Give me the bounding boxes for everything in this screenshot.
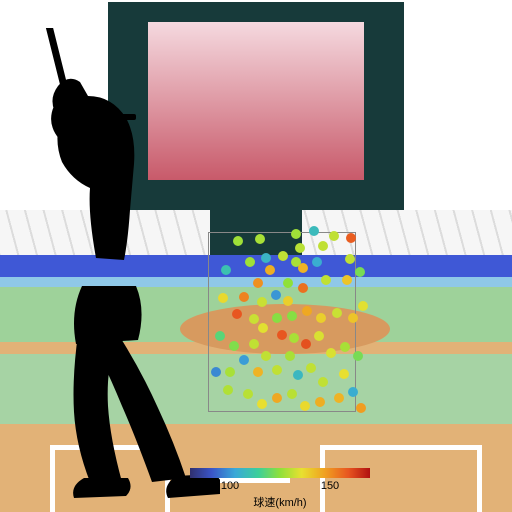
pitch-marker: [340, 342, 350, 352]
pitch-marker: [287, 389, 297, 399]
pitch-marker: [298, 263, 308, 273]
pitch-marker: [245, 257, 255, 267]
pitch-marker: [239, 355, 249, 365]
pitch-marker: [321, 275, 331, 285]
pitch-marker: [309, 226, 319, 236]
colorbar-tick: 150: [321, 480, 339, 492]
colorbar-tick: 100: [221, 480, 239, 492]
pitch-marker: [302, 306, 312, 316]
pitch-marker: [287, 311, 297, 321]
pitch-marker: [356, 403, 366, 413]
pitch-marker: [300, 401, 310, 411]
pitch-marker: [249, 339, 259, 349]
pitch-marker: [257, 399, 267, 409]
pitch-marker: [243, 389, 253, 399]
pitch-marker: [272, 313, 282, 323]
pitch-marker: [221, 265, 231, 275]
pitch-marker: [225, 367, 235, 377]
pitch-marker: [278, 251, 288, 261]
pitch-marker: [355, 267, 365, 277]
pitch-marker: [326, 348, 336, 358]
batter-silhouette: [0, 28, 220, 508]
pitch-marker: [315, 397, 325, 407]
pitch-marker: [283, 296, 293, 306]
pitch-marker: [339, 369, 349, 379]
pitch-marker: [253, 278, 263, 288]
pitch-marker: [253, 367, 263, 377]
pitch-marker: [348, 313, 358, 323]
colorbar: [190, 468, 370, 478]
pitch-marker: [255, 234, 265, 244]
pitch-marker: [346, 233, 356, 243]
pitch-marker: [283, 278, 293, 288]
pitch-marker: [318, 241, 328, 251]
pitch-marker: [298, 283, 308, 293]
pitch-marker: [291, 229, 301, 239]
pitch-marker: [342, 275, 352, 285]
pitch-marker: [314, 331, 324, 341]
pitch-marker: [271, 290, 281, 300]
pitch-location-chart: 100 150 球速(km/h): [0, 0, 512, 512]
pitch-marker: [258, 323, 268, 333]
pitch-marker: [265, 265, 275, 275]
pitch-marker: [293, 370, 303, 380]
pitch-marker: [277, 330, 287, 340]
pitch-marker: [301, 339, 311, 349]
pitch-marker: [272, 393, 282, 403]
pitch-marker: [261, 253, 271, 263]
pitch-marker: [232, 309, 242, 319]
pitch-marker: [249, 314, 259, 324]
pitch-marker: [285, 351, 295, 361]
pitch-marker: [257, 297, 267, 307]
colorbar-label: 球速(km/h): [253, 494, 306, 510]
pitch-marker: [318, 377, 328, 387]
pitch-marker: [348, 387, 358, 397]
pitch-marker: [353, 351, 363, 361]
pitch-marker: [316, 313, 326, 323]
pitch-marker: [329, 231, 339, 241]
pitch-marker: [306, 363, 316, 373]
pitch-marker: [334, 393, 344, 403]
pitch-marker: [261, 351, 271, 361]
pitch-marker: [239, 292, 249, 302]
pitch-marker: [223, 385, 233, 395]
pitch-marker: [295, 243, 305, 253]
pitch-marker: [345, 254, 355, 264]
pitch-marker: [312, 257, 322, 267]
pitch-marker: [233, 236, 243, 246]
pitch-marker: [229, 341, 239, 351]
pitch-marker: [358, 301, 368, 311]
pitch-marker: [289, 333, 299, 343]
pitch-marker: [332, 308, 342, 318]
pitch-marker: [272, 365, 282, 375]
